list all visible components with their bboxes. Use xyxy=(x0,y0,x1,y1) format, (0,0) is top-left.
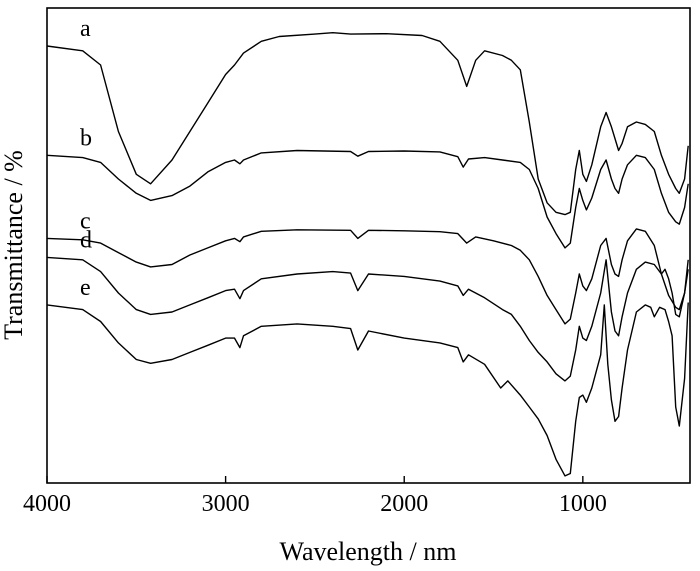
x-axis-label: Wavelength / nm xyxy=(280,537,457,566)
series-line-e xyxy=(46,302,689,477)
series-label-e: e xyxy=(80,275,91,301)
series-line-b xyxy=(46,149,689,249)
x-tick-label: 1000 xyxy=(559,491,607,517)
series-label-d: d xyxy=(80,227,92,253)
series-label-b: b xyxy=(80,125,92,151)
series-line-a xyxy=(46,32,689,216)
series-label-a: a xyxy=(80,16,91,42)
x-tick-label: 2000 xyxy=(380,491,428,517)
series-label-c: c xyxy=(80,208,91,234)
plot-frame xyxy=(46,7,691,484)
series-labels: a b cde xyxy=(80,16,92,301)
x-tick-label: 4000 xyxy=(23,491,71,517)
x-axis-ticks: 4000 3000 2000 1000 xyxy=(23,476,607,517)
x-tick-label: 3000 xyxy=(202,491,250,517)
series-line-d xyxy=(46,256,689,382)
y-axis-label: Transmittance / % xyxy=(0,150,28,340)
series-lines xyxy=(46,32,689,477)
series-line-c xyxy=(46,228,689,325)
